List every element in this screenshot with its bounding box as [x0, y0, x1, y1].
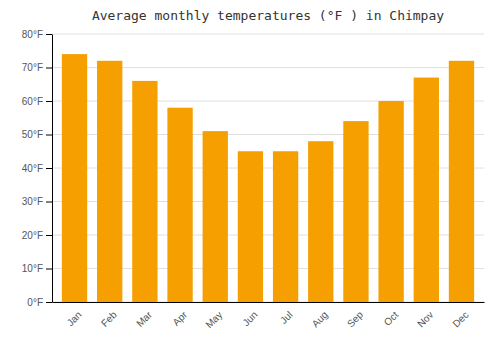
x-tick: Apr [170, 309, 189, 328]
x-tick: Aug [310, 309, 330, 329]
y-tick: 20°F [22, 230, 52, 241]
x-tick: Dec [450, 309, 470, 329]
x-tick-label: Jun [240, 309, 259, 328]
y-tick-mark [46, 101, 52, 102]
bar [449, 61, 474, 302]
bar [62, 54, 87, 302]
y-tick-mark [46, 302, 52, 303]
x-tick-label: Mar [134, 309, 154, 329]
x-tick: Jun [240, 309, 259, 328]
x-tick: Jul [278, 309, 295, 326]
plot: 0°F 10°F 20°F 30°F 40°F 50°F 60°F 70°F 80°F Jan Fe… [22, 29, 485, 331]
bar [343, 121, 368, 302]
x-tick-label: Aug [310, 309, 330, 329]
x-tick: Feb [99, 309, 119, 329]
y-tick: 60°F [22, 96, 52, 107]
y-tick-label: 40°F [22, 163, 43, 174]
x-tick-label: Nov [415, 309, 435, 329]
grid [52, 34, 484, 302]
bar [414, 78, 439, 302]
chart: 0°F 10°F 20°F 30°F 40°F 50°F 60°F 70°F 80°F Jan Fe… [0, 0, 500, 350]
x-tick-label: Dec [450, 309, 470, 329]
y-tick-label: 70°F [22, 62, 43, 73]
x-tick-label: May [203, 309, 224, 330]
y-tick-mark [46, 269, 52, 270]
y-tick: 30°F [22, 196, 52, 207]
x-tick-label: Apr [170, 309, 189, 328]
bar [378, 101, 403, 302]
y-tick: 0°F [27, 297, 52, 308]
bar [167, 108, 192, 302]
y-tick: 40°F [22, 163, 52, 174]
x-tick: Sep [345, 309, 366, 330]
y-tick-label: 60°F [22, 96, 43, 107]
x-axis: Jan Feb Mar Apr May Jun Jul Aug Sep Oct Nov Dec [53, 303, 485, 331]
x-tick-label: Jul [278, 309, 295, 326]
y-tick: 70°F [22, 62, 52, 73]
y-tick-mark [46, 68, 52, 69]
x-tick: May [203, 309, 224, 330]
bar [238, 151, 263, 302]
grid-line [52, 34, 484, 35]
x-tick: Jan [65, 309, 84, 328]
y-tick-mark [46, 235, 52, 236]
y-tick-label: 20°F [22, 230, 43, 241]
x-axis-line [53, 302, 485, 303]
x-tick-label: Oct [382, 309, 401, 328]
bars [62, 54, 474, 302]
y-tick-mark [46, 202, 52, 203]
bar [308, 141, 333, 302]
x-tick: Oct [382, 309, 401, 328]
y-tick-label: 10°F [22, 263, 43, 274]
x-tick: Mar [134, 309, 154, 329]
x-tick-label: Feb [99, 309, 119, 329]
bar [97, 61, 122, 302]
bar [132, 81, 157, 302]
x-tick: Nov [415, 309, 435, 329]
x-tick-label: Sep [345, 309, 366, 330]
y-tick-label: 50°F [22, 129, 43, 140]
y-tick-label: 0°F [27, 297, 43, 308]
y-tick: 50°F [22, 129, 52, 140]
y-tick-mark [46, 34, 52, 35]
y-tick: 80°F [22, 29, 52, 40]
y-axis: 0°F 10°F 20°F 30°F 40°F 50°F 60°F 70°F 80°F [22, 29, 53, 308]
y-tick-label: 80°F [22, 29, 43, 40]
bar [203, 131, 228, 302]
y-tick-label: 30°F [22, 196, 43, 207]
bar [273, 151, 298, 302]
title: Average monthly temperatures (°F ) in Ch… [92, 8, 444, 23]
x-tick-label: Jan [65, 309, 84, 328]
y-tick-mark [46, 135, 52, 136]
y-tick: 10°F [22, 263, 52, 274]
y-tick-mark [46, 168, 52, 169]
y-axis-line [52, 35, 53, 303]
